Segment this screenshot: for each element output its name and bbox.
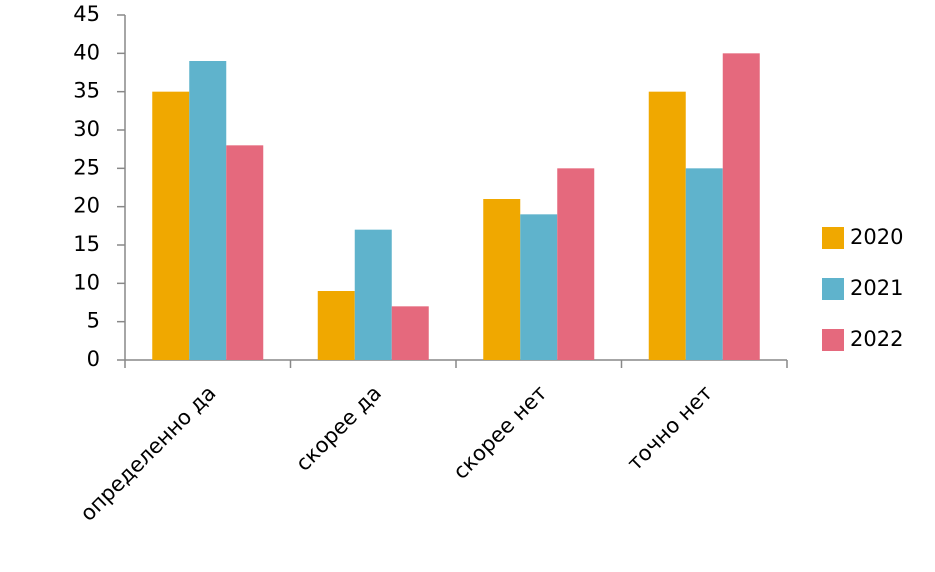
y-tick-label: 30 [73,117,100,141]
legend-label: 2021 [850,276,903,300]
x-tick-label: точно нет [623,381,717,475]
bar [483,199,521,360]
y-tick-label: 35 [73,79,100,103]
bar [648,91,686,361]
bar [557,168,595,360]
bar [152,91,190,361]
bar [354,229,392,360]
legend-label: 2020 [850,225,903,249]
bar [317,291,355,360]
x-tick-label: скорее нет [448,381,551,484]
y-tick-label: 5 [87,309,100,333]
y-tick-label: 15 [73,232,100,256]
x-tick-label: определенно да [76,381,221,526]
legend-label: 2022 [850,327,903,351]
bar [685,168,723,360]
y-tick-label: 0 [87,347,100,371]
bar [189,61,227,360]
bar [520,214,558,360]
legend-swatch [822,329,844,351]
x-tick-label: скорее да [291,381,386,476]
bar [391,306,429,360]
y-tick-label: 45 [73,2,100,26]
y-tick-label: 40 [73,40,100,64]
bar [226,145,264,360]
legend-swatch [822,278,844,300]
bar [722,53,760,360]
legend-swatch [822,227,844,249]
y-tick-label: 20 [73,194,100,218]
y-tick-label: 25 [73,155,100,179]
y-tick-label: 10 [73,270,100,294]
